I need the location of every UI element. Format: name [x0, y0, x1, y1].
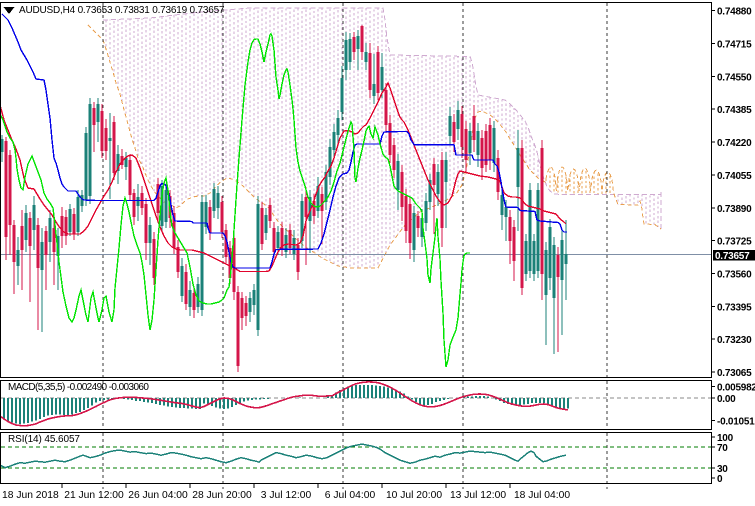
svg-text:0.00: 0.00 — [717, 394, 736, 405]
svg-text:0.73657: 0.73657 — [715, 251, 750, 262]
svg-text:100: 100 — [717, 433, 734, 444]
svg-text:MACD(5,35,5) -0.002490 -0.0030: MACD(5,35,5) -0.002490 -0.003060 — [8, 382, 149, 393]
svg-text:28 Jun 20:00: 28 Jun 20:00 — [192, 490, 252, 501]
svg-text:10 Jul 20:00: 10 Jul 20:00 — [386, 490, 442, 501]
svg-text:RSI(14) 45.6057: RSI(14) 45.6057 — [8, 434, 80, 445]
svg-text:13 Jul 12:00: 13 Jul 12:00 — [450, 490, 506, 501]
svg-text:0.74715: 0.74715 — [717, 40, 752, 51]
svg-text:0.74880: 0.74880 — [717, 7, 752, 18]
svg-text:0.73065: 0.73065 — [717, 368, 752, 379]
svg-text:21 Jun 12:00: 21 Jun 12:00 — [64, 490, 124, 501]
svg-text:30: 30 — [717, 464, 728, 475]
svg-text:0.74055: 0.74055 — [717, 171, 752, 182]
svg-text:0.74550: 0.74550 — [717, 72, 752, 83]
svg-text:-0.01051: -0.01051 — [717, 417, 755, 428]
svg-text:0.74385: 0.74385 — [717, 105, 752, 116]
svg-text:0: 0 — [717, 474, 723, 485]
svg-text:0.73560: 0.73560 — [717, 270, 752, 281]
svg-text:0.005982: 0.005982 — [717, 383, 755, 394]
svg-text:18 Jul 04:00: 18 Jul 04:00 — [514, 490, 570, 501]
svg-text:6 Jul 04:00: 6 Jul 04:00 — [325, 490, 376, 501]
svg-text:70: 70 — [717, 443, 728, 454]
svg-text:AUDUSD,H4 0.73653 0.73831 0.7: AUDUSD,H4 0.73653 0.73831 0.73619 0.7365… — [19, 5, 225, 16]
svg-text:18 Jun 2018: 18 Jun 2018 — [2, 490, 59, 501]
svg-text:3 Jul 12:00: 3 Jul 12:00 — [261, 490, 312, 501]
svg-text:0.73725: 0.73725 — [717, 237, 752, 248]
svg-text:0.73890: 0.73890 — [717, 204, 752, 215]
svg-text:0.73395: 0.73395 — [717, 302, 752, 313]
svg-text:0.73230: 0.73230 — [717, 335, 752, 346]
svg-text:0.74220: 0.74220 — [717, 138, 752, 149]
svg-text:26 Jun 04:00: 26 Jun 04:00 — [128, 490, 188, 501]
